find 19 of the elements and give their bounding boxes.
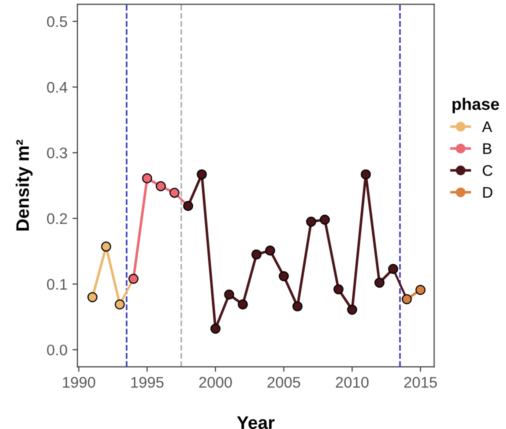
- legend-label: C: [482, 165, 492, 176]
- legend-label: A: [482, 122, 492, 132]
- x-tick-label: 2010: [336, 376, 369, 388]
- x-tick-label: 1995: [131, 376, 164, 388]
- x-tick-label: 2015: [404, 376, 437, 388]
- y-tick-label: 0.2: [47, 213, 67, 224]
- legend-label: D: [483, 187, 492, 198]
- x-tick-label: 2005: [268, 376, 300, 388]
- legend-label: B: [483, 143, 492, 154]
- x-tick-label: 1990: [62, 376, 96, 388]
- legend-title: phase: [452, 98, 500, 114]
- y-tick-label: 0.4: [47, 82, 68, 93]
- y-axis-title: Density m²: [16, 140, 33, 230]
- x-tick-label: 2000: [199, 376, 232, 388]
- y-tick-label: 0.3: [47, 148, 68, 158]
- y-tick-label: 0.5: [47, 16, 68, 28]
- y-tick-label: 0.0: [47, 344, 68, 356]
- y-tick-label: 0.1: [47, 278, 67, 290]
- x-axis-title: Year: [237, 416, 275, 429]
